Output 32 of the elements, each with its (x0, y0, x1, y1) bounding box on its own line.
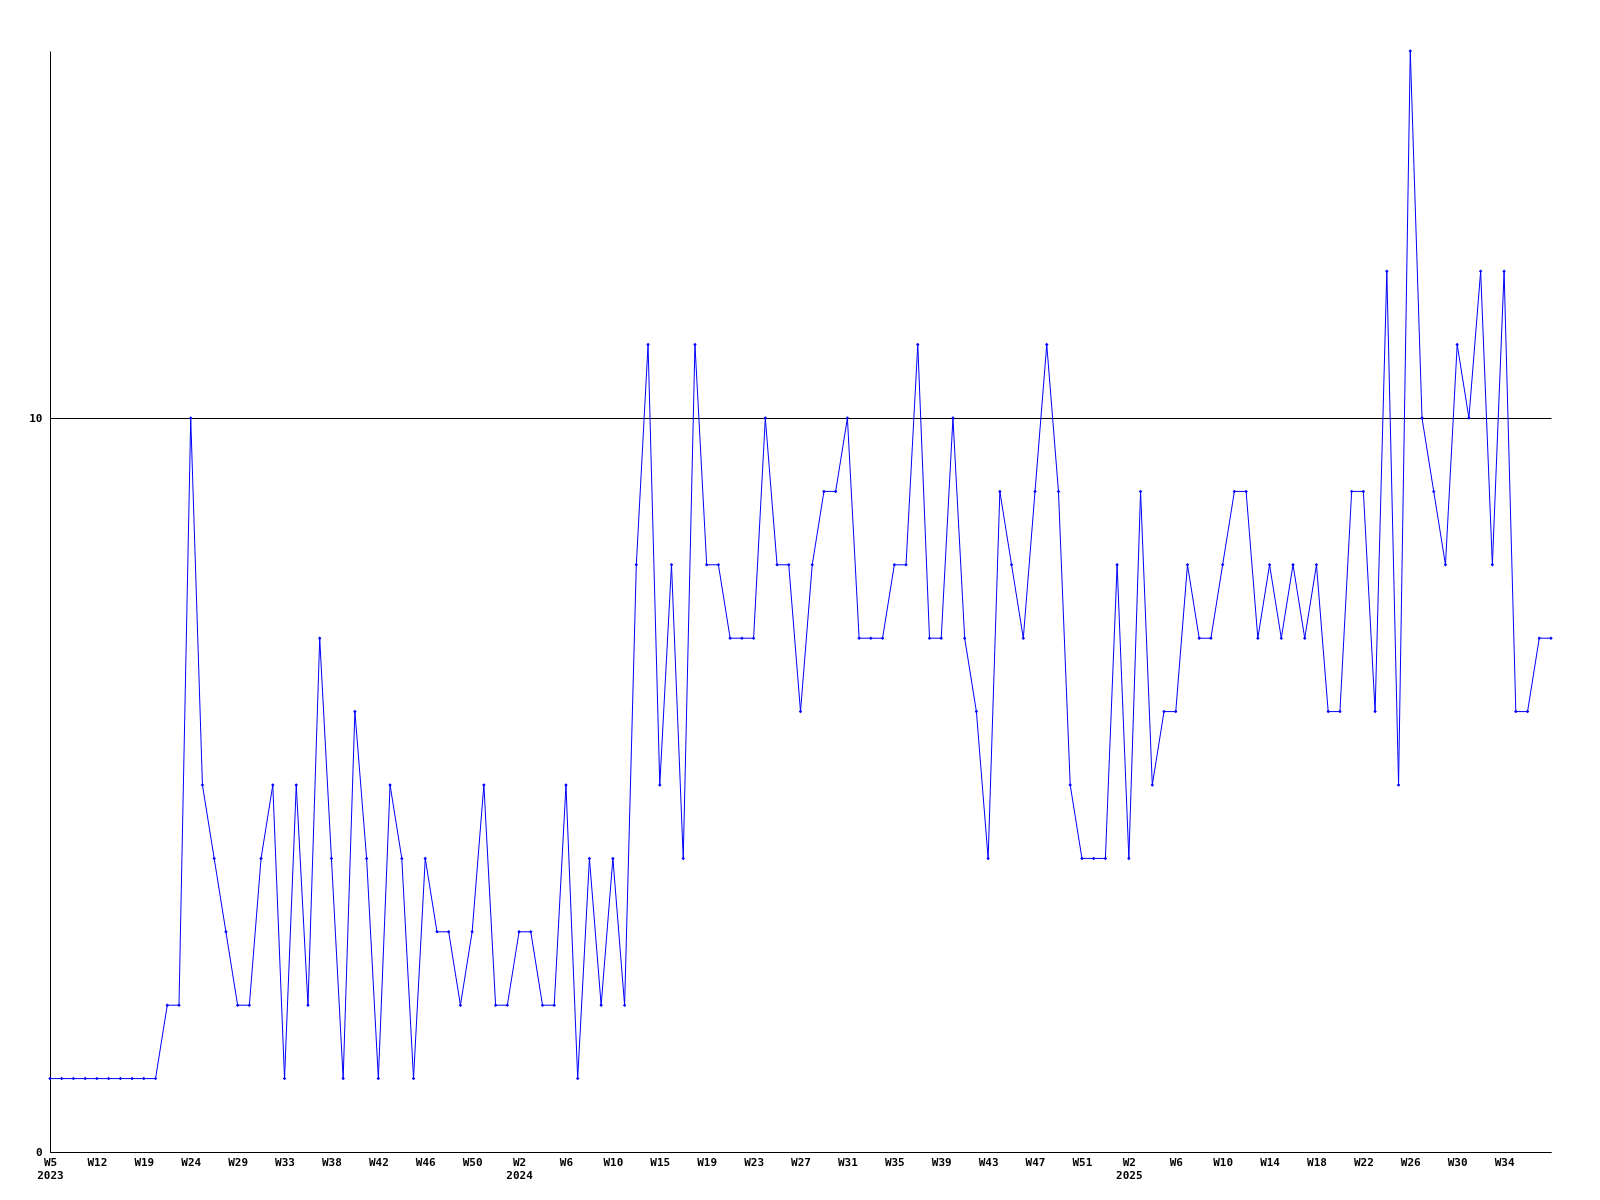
x-tick-label: W24 (181, 1155, 202, 1169)
x-tick-label: W34 (1494, 1155, 1515, 1169)
x-tick-label: W19 (134, 1155, 155, 1169)
x-tick-label: W38 (322, 1155, 342, 1169)
x-tick-label: W47 (1025, 1155, 1046, 1169)
x-tick-label: W22 (1353, 1155, 1374, 1169)
x-tick-label: W26 (1400, 1155, 1422, 1169)
x-tick-label: W18 (1307, 1155, 1327, 1169)
x-tick-label: W42 (368, 1155, 389, 1169)
x-tick-label: W2 2024 (506, 1155, 534, 1182)
x-tick-label: W19 (697, 1155, 718, 1169)
x-tick-label: W43 (978, 1155, 999, 1169)
x-tick-label: W6 (1169, 1155, 1184, 1169)
x-tick-label: W30 (1447, 1155, 1468, 1169)
x-tick-label: W2 2025 (1116, 1155, 1143, 1182)
x-tick-label: W10 (603, 1155, 624, 1169)
x-tick-label: W35 (884, 1155, 905, 1169)
x-tick-label: W6 (559, 1155, 574, 1169)
x-tick-label: W31 (837, 1155, 859, 1169)
x-tick-label: W29 (228, 1155, 249, 1169)
x-tick-label: W23 (744, 1155, 765, 1169)
x-tick-label: W10 (1213, 1155, 1234, 1169)
x-tick-label: W51 (1072, 1155, 1093, 1169)
x-tick-label: W15 (650, 1155, 671, 1169)
x-tick-label: W46 (415, 1155, 437, 1169)
x-tick-label: W27 (791, 1155, 811, 1169)
x-tick-label: W39 (931, 1155, 952, 1169)
x-tick-label: W14 (1260, 1155, 1281, 1169)
x-tick-label: W50 (462, 1155, 483, 1169)
x-tick-label: W33 (275, 1155, 295, 1169)
y-tick-label: 10 (29, 411, 43, 425)
x-tick-label: W12 (87, 1155, 108, 1169)
